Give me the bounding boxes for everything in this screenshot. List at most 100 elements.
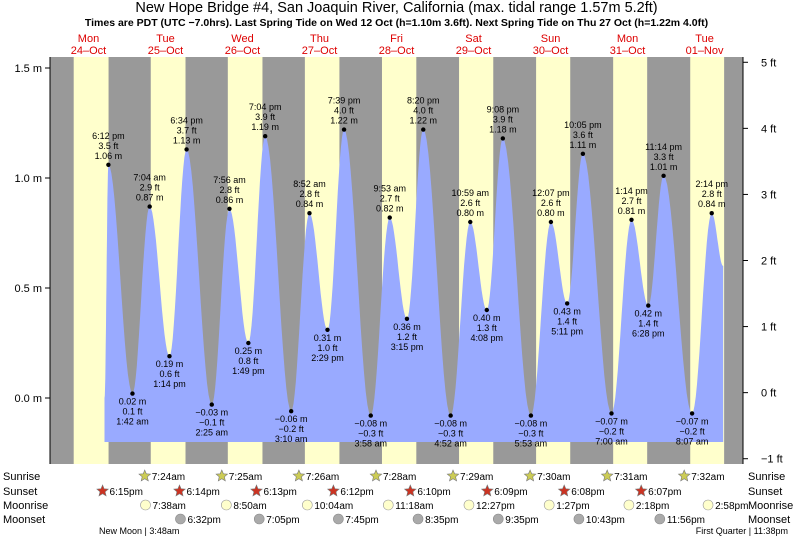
sunset-icon — [250, 484, 263, 497]
moonrise-icon — [623, 499, 635, 511]
moonrise-icon — [221, 499, 232, 511]
tide-point — [646, 303, 651, 308]
high-tide-label: 1.22 m — [410, 116, 438, 126]
low-tide-label: −0.08 m — [354, 419, 387, 429]
low-tide-label: 0.36 m — [393, 322, 421, 332]
day-name: Tue — [695, 33, 714, 45]
high-tide-label: 1.06 m — [95, 151, 123, 161]
day-headers: Mon24–OctTue25–OctWed26–OctThu27–OctFri2… — [71, 33, 724, 57]
high-tide-label: 1.19 m — [251, 122, 279, 132]
sunrise-icon — [677, 469, 691, 482]
day-date: 25–Oct — [148, 45, 183, 57]
low-tide-label: 3:15 pm — [391, 342, 424, 352]
y-axis-left: 1.5 m 1.0 m 0.5 m 0.0 m — [14, 57, 51, 464]
day-date: 26–Oct — [225, 45, 260, 57]
high-tide-label: 2.6 ft — [541, 198, 562, 208]
low-tide-label: 4:08 pm — [471, 333, 504, 343]
y-tick-label-right: 3 ft — [761, 189, 776, 201]
y-tick-label-right: 5 ft — [761, 57, 776, 69]
high-tide-label: 1.01 m — [650, 162, 678, 172]
day-date: 31–Oct — [610, 45, 645, 57]
high-tide-label: 6:12 pm — [92, 131, 125, 141]
moonset-time: 8:35pm — [425, 515, 458, 526]
day-date: 01–Nov — [686, 45, 724, 57]
y-tick-label-left: 0.5 m — [14, 283, 42, 295]
moon-phase-label: New Moon | 3:48am — [99, 526, 179, 536]
tide-point — [629, 217, 634, 222]
y-tick-label-left: 0.0 m — [14, 393, 42, 405]
low-tide-label: 0.25 m — [235, 346, 263, 356]
high-tide-label: 2.8 ft — [702, 189, 723, 199]
high-tide-label: 7:04 pm — [249, 102, 282, 112]
row-label-left: Moonset — [3, 514, 45, 526]
tide-point — [404, 316, 410, 321]
high-tide-label: 7:04 am — [133, 173, 166, 183]
low-tide-label: 4:52 am — [434, 439, 467, 449]
high-tide-label: 7:56 am — [213, 175, 246, 185]
day-name: Sun — [541, 33, 561, 45]
moonset-time: 9:35pm — [505, 515, 538, 526]
moonset-icon — [412, 513, 424, 525]
low-tide-label: 0.02 m — [119, 397, 147, 407]
tide-point — [468, 219, 473, 225]
y-tick-label-left: 1.0 m — [14, 173, 42, 185]
moonrise-time: 2:58pm — [715, 501, 748, 512]
tide-point — [387, 215, 392, 220]
low-tide-label: 1.3 ft — [477, 323, 498, 333]
row-label-right: Sunset — [748, 486, 782, 498]
high-tide-label: 9:08 pm — [487, 104, 520, 114]
moonrise-time: 7:38am — [152, 501, 185, 512]
tide-point — [209, 402, 214, 407]
tide-point — [325, 327, 330, 332]
low-tide-label: 7:00 am — [595, 436, 628, 446]
sunset-time: 6:09pm — [494, 487, 527, 498]
low-tide-label: −0.03 m — [195, 408, 228, 418]
y-tick-label-right: −1 ft — [761, 454, 783, 466]
sunrise-time: 7:32am — [691, 472, 724, 483]
high-tide-label: 9:53 am — [373, 184, 406, 194]
moonrise-icon — [140, 499, 151, 511]
low-tide-label: 1:49 pm — [232, 366, 265, 376]
moonrise-time: 11:18am — [395, 501, 433, 512]
sunrise-time: 7:29am — [460, 472, 493, 483]
high-tide-label: 1.13 m — [173, 135, 201, 145]
sunrise-time: 7:30am — [537, 472, 570, 483]
tide-point — [609, 411, 614, 416]
low-tide-label: 3:10 am — [275, 434, 308, 444]
moonrise-time: 1:27pm — [556, 501, 589, 512]
low-tide-label: −0.2 ft — [279, 424, 305, 434]
high-tide-label: 1.22 m — [330, 116, 358, 126]
low-tide-label: −0.2 ft — [599, 426, 625, 436]
low-tide-label: 1.4 ft — [638, 319, 659, 329]
moonrise-time: 8:50am — [233, 501, 266, 512]
low-tide-label: 2:29 pm — [311, 353, 344, 363]
low-tide-label: −0.07 m — [676, 416, 709, 426]
low-tide-label: 1.2 ft — [397, 332, 418, 342]
tide-point — [661, 173, 666, 178]
day-name: Sat — [465, 33, 482, 45]
high-tide-label: 0.80 m — [457, 208, 485, 218]
row-label-right: Moonset — [748, 514, 790, 526]
low-tide-label: 8:07 am — [676, 436, 709, 446]
tide-curve — [104, 129, 724, 442]
low-tide-label: 1:42 am — [116, 417, 149, 427]
day-date: 29–Oct — [456, 45, 491, 57]
sunset-time: 6:15pm — [110, 487, 143, 498]
row-label-right: Sunrise — [748, 471, 785, 483]
high-tide-label: 12:07 pm — [532, 188, 570, 198]
moonset-time: 7:05pm — [266, 515, 299, 526]
low-tide-label: 1.4 ft — [557, 316, 578, 326]
moonset-icon — [654, 513, 666, 525]
sunset-icon — [173, 484, 186, 497]
tide-point — [484, 307, 489, 313]
moonset-icon — [333, 513, 344, 525]
tide-point — [528, 413, 534, 418]
sunset-icon — [403, 484, 417, 497]
tide-point — [167, 354, 172, 359]
high-tide-label: 7:39 pm — [328, 96, 361, 106]
high-tide-label: 0.87 m — [136, 193, 164, 203]
low-tide-label: −0.2 ft — [679, 426, 705, 436]
sunrise-icon — [446, 469, 460, 482]
low-tide-label: 0.6 ft — [159, 369, 180, 379]
